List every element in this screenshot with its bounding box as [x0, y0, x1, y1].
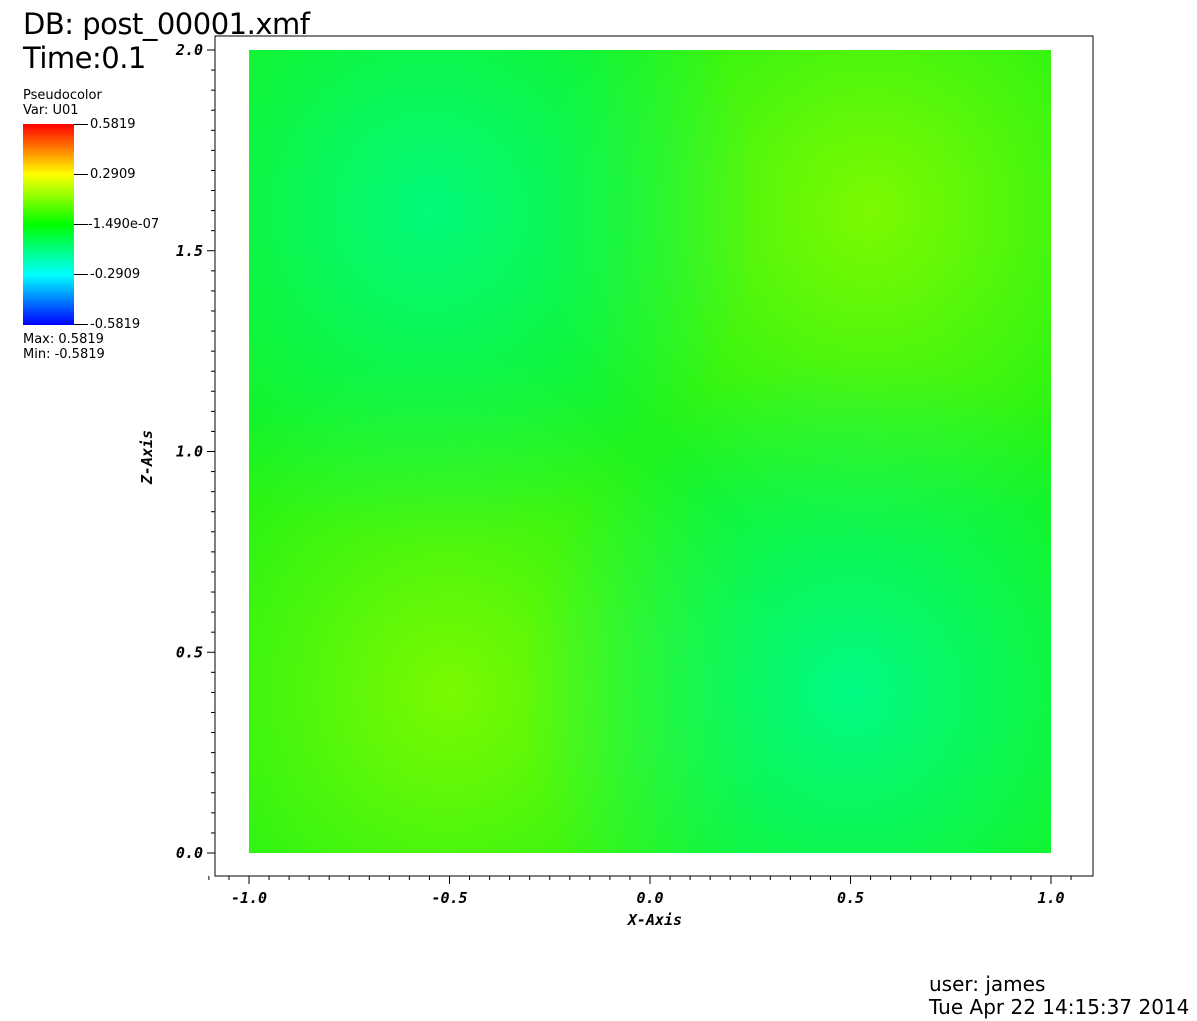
time-label: Time:0.1 — [23, 41, 146, 75]
footer-user: user: james — [929, 972, 1046, 996]
colorbar-tick — [74, 274, 88, 275]
colorbar-tick-label: -1.490e-07 — [88, 217, 160, 232]
legend-min: Min: -0.5819 — [23, 347, 105, 362]
colorbar — [23, 124, 74, 325]
colorbar-tick-label: 0.5819 — [90, 117, 136, 132]
colorbar-tick — [74, 124, 88, 125]
field-area — [249, 50, 1051, 853]
y-axis: 0.0 0.5 1.0 1.5 2.0 — [175, 41, 215, 862]
x-tick-label: 0.0 — [636, 889, 663, 907]
x-axis-title: X-Axis — [626, 911, 682, 929]
colorbar-tick-label: -0.2909 — [90, 267, 141, 282]
legend-variable: Var: U01 — [23, 103, 79, 118]
database-title: DB: post_00001.xmf — [23, 7, 310, 41]
colorbar-tick-label: 0.2909 — [90, 167, 136, 182]
footer-timestamp: Tue Apr 22 14:15:37 2014 — [929, 995, 1190, 1019]
plot-frame — [214, 35, 1094, 877]
z-tick-label: 1.0 — [176, 443, 203, 461]
x-tick-label: -0.5 — [431, 889, 467, 907]
x-axis: -1.0 -0.5 0.0 0.5 1.0 — [208, 876, 1072, 907]
z-axis-title: Z-Axis — [138, 430, 156, 485]
z-tick-label: 1.5 — [176, 242, 203, 260]
colorbar-tick-label: -0.5819 — [90, 317, 141, 332]
z-tick-label: 0.0 — [176, 844, 203, 862]
colorbar-tick — [74, 174, 88, 175]
z-tick-label: 0.5 — [176, 643, 203, 661]
legend-plot-type: Pseudocolor — [23, 88, 102, 103]
colorbar-tick — [74, 224, 88, 225]
min-lobe — [520, 352, 1051, 853]
x-tick-label: -1.0 — [231, 889, 267, 907]
min-lobe — [249, 50, 760, 551]
legend-max: Max: 0.5819 — [23, 332, 104, 347]
x-tick-label: 1.0 — [1037, 889, 1064, 907]
colorbar-tick — [74, 324, 88, 325]
x-tick-label: 0.5 — [837, 889, 864, 907]
z-tick-label: 2.0 — [175, 41, 203, 59]
